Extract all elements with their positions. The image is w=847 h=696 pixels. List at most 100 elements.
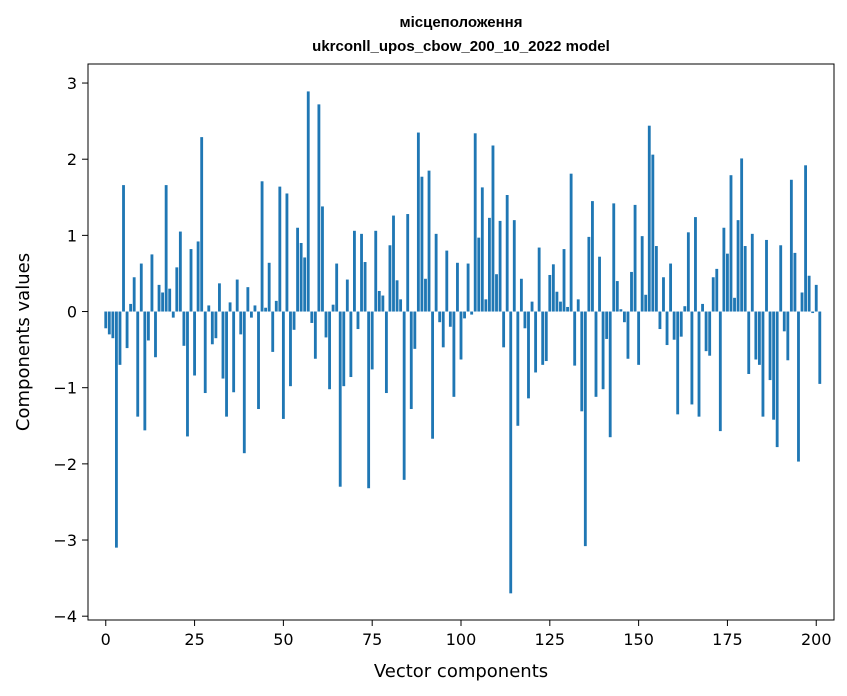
bar-81 (392, 215, 395, 312)
bar-107 (484, 299, 488, 312)
bar-48 (274, 300, 278, 312)
bar-138 (594, 311, 598, 397)
bar-111 (498, 220, 502, 312)
bar-7 (129, 303, 133, 312)
bar-134 (580, 311, 584, 412)
bar-188 (772, 311, 776, 420)
bar-5 (122, 185, 125, 312)
bar-117 (519, 278, 523, 312)
bar-46 (267, 262, 271, 312)
bar-180 (743, 246, 747, 312)
bar-2 (111, 311, 115, 339)
bar-105 (477, 237, 481, 312)
bar-194 (793, 252, 797, 312)
bar-162 (679, 311, 683, 337)
bar-199 (811, 311, 815, 314)
bar-100 (459, 311, 463, 360)
bar-181 (747, 311, 751, 374)
y-tick-label--3: −3 (53, 531, 77, 550)
bar-3 (115, 311, 118, 548)
bar-116 (516, 311, 520, 426)
bar-149 (633, 204, 637, 312)
bar-76 (374, 230, 378, 312)
bar-130 (566, 306, 569, 312)
bar-115 (512, 220, 516, 312)
bar-15 (157, 284, 161, 312)
bar-124 (544, 311, 548, 362)
bar-93 (434, 233, 438, 312)
x-tick-label-125: 125 (535, 630, 566, 649)
bar-56 (303, 257, 307, 312)
bar-101 (463, 311, 466, 319)
bar-141 (605, 311, 609, 339)
bar-158 (665, 311, 669, 346)
bar-12 (146, 311, 150, 341)
bar-39 (242, 311, 246, 454)
bar-61 (321, 206, 324, 312)
bar-106 (480, 187, 484, 312)
bar-187 (768, 311, 772, 381)
bar-197 (804, 165, 807, 312)
bar-28 (203, 311, 207, 394)
bar-99 (456, 262, 459, 312)
bar-136 (587, 236, 591, 312)
bar-33 (221, 311, 225, 379)
bar-16 (161, 292, 165, 312)
bar-44 (260, 181, 264, 312)
bar-40 (246, 287, 250, 312)
bar-96 (445, 250, 449, 312)
bar-13 (150, 254, 154, 312)
bar-20 (175, 267, 179, 312)
bar-34 (225, 311, 228, 417)
bar-104 (473, 133, 477, 312)
bar-170 (708, 311, 712, 356)
bar-1 (107, 311, 111, 335)
bar-201 (818, 311, 822, 384)
bar-127 (555, 291, 559, 312)
bar-176 (729, 175, 733, 312)
bar-135 (583, 311, 587, 547)
y-tick-label-3: 3 (67, 74, 77, 93)
bar-112 (502, 311, 506, 348)
bar-64 (331, 304, 335, 312)
bar-86 (409, 311, 413, 410)
bar-71 (356, 311, 360, 330)
bar-113 (505, 195, 509, 312)
bar-109 (491, 145, 495, 312)
bar-184 (757, 311, 761, 365)
bar-169 (704, 311, 708, 352)
bar-30 (210, 311, 214, 345)
x-axis-ticks: 0 25 50 75 100 125 150 175 200 (101, 620, 832, 649)
bar-128 (559, 301, 562, 312)
bar-79 (384, 311, 388, 394)
bar-25 (193, 311, 196, 376)
bar-166 (694, 217, 697, 312)
x-tick-label-175: 175 (712, 630, 743, 649)
bar-196 (800, 292, 804, 312)
bar-148 (630, 271, 633, 312)
bar-4 (118, 311, 122, 365)
chart-subtitle: ukrconll_upos_cbow_200_10_2022 model (312, 38, 610, 55)
y-tick-label--1: −1 (53, 379, 77, 398)
bar-85 (406, 214, 410, 312)
bar-139 (598, 256, 601, 312)
y-tick-label-1: 1 (67, 226, 77, 245)
bar-73 (363, 262, 367, 312)
bar-52 (289, 311, 292, 387)
bar-90 (424, 278, 427, 312)
x-tick-label-50: 50 (273, 630, 293, 649)
bar-18 (168, 288, 172, 312)
bar-59 (313, 311, 317, 359)
bar-38 (239, 311, 243, 335)
bar-84 (402, 311, 406, 480)
bar-54 (296, 227, 300, 312)
bar-123 (541, 311, 545, 365)
bar-14 (154, 311, 157, 358)
chart-title: місцеположення (400, 14, 523, 31)
bar-31 (214, 311, 218, 339)
bar-35 (228, 302, 232, 312)
bar-62 (324, 311, 328, 338)
bar-36 (232, 311, 236, 393)
bar-80 (388, 245, 392, 312)
